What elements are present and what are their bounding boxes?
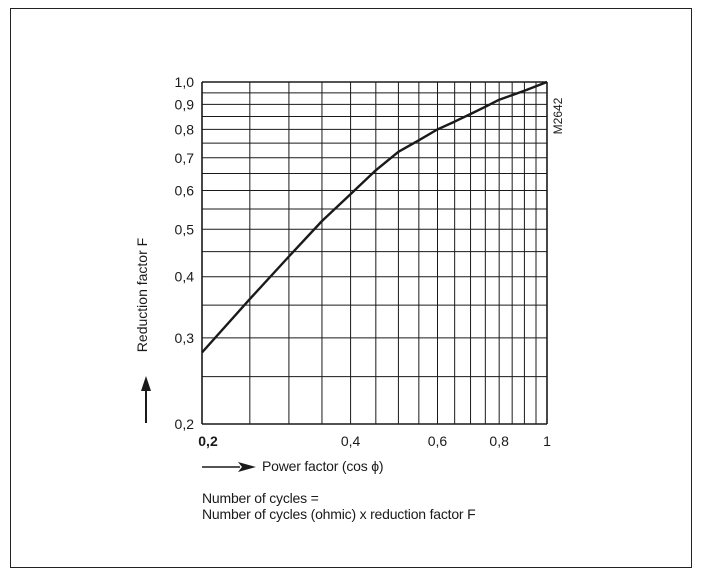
y-axis-title: Reduction factor F bbox=[134, 238, 150, 352]
y-tick-label: 0,4 bbox=[175, 269, 195, 285]
y-tick-label: 0,9 bbox=[175, 96, 195, 112]
reduction-factor-curve bbox=[201, 80, 548, 354]
x-tick-label: 0,8 bbox=[489, 433, 509, 449]
x-axis-arrow bbox=[202, 462, 256, 472]
tick-labels: 0,2 0,4 0,6 0,8 1 0,2 0,3 0,4 0,5 0,6 0,7 0,8 0,9 1,0 bbox=[175, 74, 552, 449]
x-axis-title: Power factor (cos ϕ) bbox=[262, 458, 384, 474]
y-tick-label: 0,6 bbox=[175, 183, 195, 199]
grid bbox=[201, 81, 548, 425]
x-tick-label: 0,4 bbox=[341, 433, 361, 449]
note-line-2: Number of cycles (ohmic) x reduction fac… bbox=[202, 506, 476, 522]
note-line-1: Number of cycles = bbox=[202, 490, 319, 506]
x-tick-label: 0,2 bbox=[198, 433, 218, 449]
y-axis-arrow bbox=[141, 376, 151, 423]
series-layer bbox=[201, 80, 548, 354]
y-tick-label: 0,7 bbox=[175, 150, 195, 166]
x-tick-label: 0,6 bbox=[428, 433, 448, 449]
y-tick-label: 1,0 bbox=[175, 74, 195, 90]
x-tick-label: 1 bbox=[543, 433, 551, 449]
formula-note: Number of cycles = Number of cycles (ohm… bbox=[202, 490, 476, 522]
chart: 0,2 0,4 0,6 0,8 1 0,2 0,3 0,4 0,5 0,6 0,7 0,8 0,9 1,0… bbox=[134, 74, 565, 449]
y-tick-label: 0,8 bbox=[175, 121, 195, 137]
y-tick-label: 0,3 bbox=[175, 330, 195, 346]
figure-code: M2642 bbox=[551, 97, 565, 134]
y-tick-label: 0,2 bbox=[175, 416, 195, 432]
y-tick-label: 0,5 bbox=[175, 221, 195, 237]
